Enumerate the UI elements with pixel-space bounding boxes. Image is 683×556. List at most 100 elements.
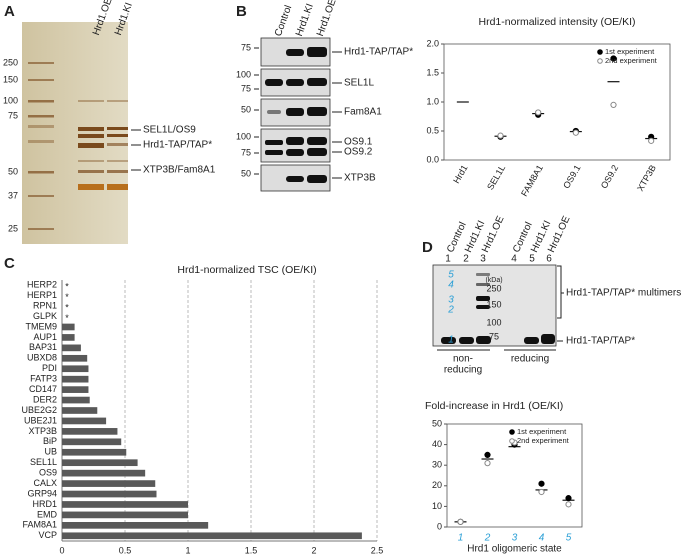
y-tick-label: OS9 <box>39 468 57 478</box>
gel <box>22 22 128 244</box>
y-tick-label: GLPK <box>33 311 57 321</box>
marker-label: 75 <box>8 110 18 120</box>
y-tick-label: XTP3B <box>28 426 57 436</box>
blot-bands <box>265 47 327 183</box>
legend-label: 1st experiment <box>517 427 567 436</box>
marker-label: 100 <box>236 69 251 79</box>
bar <box>62 469 146 477</box>
gel <box>432 264 557 347</box>
bracket <box>557 265 564 342</box>
gel-bands <box>441 273 555 344</box>
lane-number: 6 <box>546 254 552 265</box>
bar <box>62 448 127 456</box>
y-tick-label: UBE2J1 <box>24 415 57 425</box>
y-tick-label: FATP3 <box>30 374 57 384</box>
marker-label: 100 <box>236 131 251 141</box>
x-tick-label: OS9.1 <box>561 163 582 190</box>
panel-label: D <box>422 239 433 256</box>
gel-bands <box>28 62 128 230</box>
marker-label: 150 <box>486 299 501 309</box>
x-tick-label: Hrd1 <box>451 163 469 185</box>
y-tick-label: FAM8A1 <box>22 520 57 530</box>
x-tick-label: XTP3B <box>635 163 658 193</box>
y-tick-label: HERP2 <box>27 280 57 290</box>
bar <box>62 501 188 508</box>
x-tick-label: 5 <box>566 533 572 544</box>
marker-label: 100 <box>3 95 18 105</box>
annotation: * <box>65 313 69 323</box>
legend-marker <box>597 49 603 55</box>
marker-ticks <box>254 47 342 179</box>
x-tick-label: FAM8A1 <box>519 163 545 198</box>
data-point <box>610 101 617 109</box>
oligomer-label: 4 <box>448 280 454 291</box>
lane-number: 5 <box>529 254 535 265</box>
legend-marker <box>597 58 603 64</box>
lane-label: Hrd1.OE <box>315 0 339 38</box>
arrows <box>131 129 141 171</box>
lane-label: Hrd1.OE <box>546 214 573 254</box>
data-point <box>535 109 542 116</box>
data-point <box>497 132 504 139</box>
y-tick-label: 0.5 <box>426 125 439 135</box>
y-tick-label: AUP1 <box>33 332 57 342</box>
condition-label: reducing <box>511 354 549 365</box>
y-tick-label: TMEM9 <box>26 321 58 331</box>
x-tick-label: 4 <box>539 533 545 544</box>
y-tick-label: 0.0 <box>426 154 439 164</box>
y-tick-label: UBE2G2 <box>21 405 57 415</box>
marker-label: 37 <box>8 190 18 200</box>
bar <box>62 375 89 383</box>
oligomer-label: 1 <box>448 335 454 346</box>
data-point <box>538 488 545 496</box>
band-label: SEL1L/OS9 <box>143 125 196 136</box>
annotation: * <box>65 302 69 312</box>
y-tick-label: 30 <box>432 460 442 470</box>
data-point <box>648 137 655 144</box>
x-tick-label: 2 <box>311 545 316 555</box>
bar <box>62 354 88 362</box>
y-tick-label: VCP <box>38 530 57 540</box>
y-tick-label: EMD <box>37 509 58 519</box>
bar <box>62 407 98 414</box>
panel-d-gel: D Control Hrd1.KI Hrd1.OE Control Hrd1.K… <box>422 214 681 375</box>
blot-label: OS9.2 <box>344 147 373 158</box>
x-tick-label: SEL1L <box>485 163 507 191</box>
blot-label: Fam8A1 <box>344 107 382 118</box>
marker-label: 75 <box>241 147 251 157</box>
marker-label: 25 <box>8 223 18 233</box>
y-tick-label: 2.0 <box>426 38 439 48</box>
legend-label: 2nd experiment <box>605 56 658 65</box>
marker-label: 250 <box>3 57 18 67</box>
y-tick-label: 20 <box>432 480 442 490</box>
lane-number: 4 <box>511 254 517 265</box>
condition-label: reducing <box>444 365 482 376</box>
oligomer-label: 2 <box>447 305 454 316</box>
marker-label: 150 <box>3 74 18 84</box>
y-tick-label: DER2 <box>33 394 57 404</box>
bar <box>62 480 156 487</box>
data-point <box>457 518 464 525</box>
lane-label: Hrd1.KI <box>113 1 135 37</box>
blot-label: Hrd1-TAP/TAP* <box>344 47 413 58</box>
x-tick-label: 3 <box>512 533 518 544</box>
blot-label: OS9.1 <box>344 137 373 148</box>
bar <box>62 459 138 467</box>
blot-label: XTP3B <box>344 173 376 184</box>
lane-number: 1 <box>445 254 451 265</box>
chart-title: Hrd1-normalized intensity (OE/KI) <box>479 16 636 28</box>
data-point <box>565 495 572 502</box>
y-tick-label: HERP1 <box>27 290 57 300</box>
y-tick-label: 50 <box>432 418 442 428</box>
condition-label: non- <box>453 354 473 365</box>
marker-label: 50 <box>241 168 251 178</box>
band-label: Hrd1-TAP/TAP* <box>566 336 635 347</box>
x-tick-label: 2 <box>484 533 491 544</box>
x-tick-label: 1 <box>458 533 464 544</box>
lane-label: Hrd1.OE <box>480 214 507 254</box>
y-tick-label: 0 <box>437 521 442 531</box>
marker-label: 75 <box>241 42 251 52</box>
y-tick-label: 1.5 <box>426 67 439 77</box>
bar <box>62 417 107 425</box>
